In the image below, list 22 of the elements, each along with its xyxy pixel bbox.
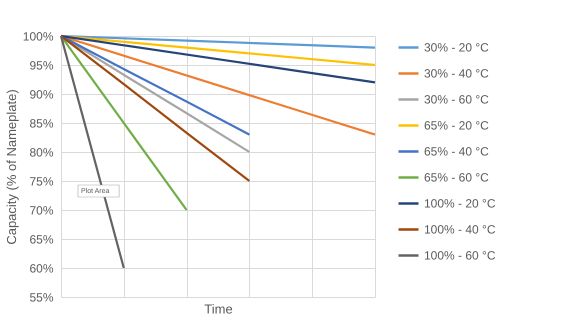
y-tick-label: 60%	[29, 262, 54, 276]
legend-label: 30% - 60 °C	[424, 92, 490, 106]
y-tick-label: 55%	[29, 290, 54, 304]
y-tick-label: 65%	[29, 232, 54, 246]
y-tick-label: 80%	[29, 146, 54, 160]
y-tick-label: 100%	[22, 30, 54, 44]
y-tick-label: 70%	[29, 204, 54, 218]
y-tick-label: 85%	[29, 116, 54, 130]
legend-label: 65% - 40 °C	[424, 144, 490, 158]
y-tick-label: 90%	[29, 88, 54, 102]
y-tick-label: 95%	[29, 58, 54, 72]
legend-label: 100% - 60 °C	[424, 248, 496, 262]
x-axis-title: Time	[204, 302, 233, 316]
line-series	[60, 34, 250, 182]
legend-label: 100% - 20 °C	[424, 196, 496, 210]
legend-label: 100% - 40 °C	[424, 222, 496, 236]
legend-label: 30% - 40 °C	[424, 66, 490, 80]
y-tick-label: 75%	[29, 174, 54, 188]
y-axis-title: Capacity (% of Nameplate)	[4, 89, 19, 245]
legend-label: 30% - 20 °C	[424, 40, 490, 54]
legend-label: 65% - 20 °C	[424, 118, 490, 132]
legend-label: 65% - 60 °C	[424, 170, 490, 184]
